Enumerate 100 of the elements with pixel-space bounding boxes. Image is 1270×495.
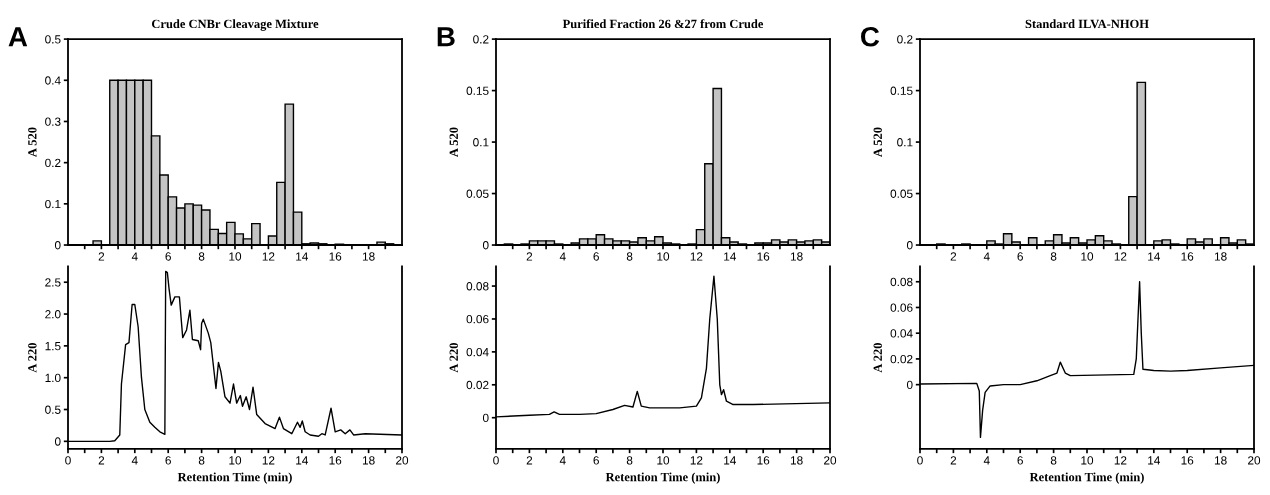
x-tick-label: 2 xyxy=(526,252,533,261)
x-tick-label: 14 xyxy=(724,456,737,465)
y-axis-title: A 520 xyxy=(449,127,458,158)
x-tick-label: 6 xyxy=(593,456,599,465)
x-tick-label: 18 xyxy=(362,252,375,261)
y-tick-label: 1.0 xyxy=(45,373,61,383)
x-tick-label: 8 xyxy=(198,252,205,261)
x-tick-label: 16 xyxy=(329,456,342,465)
y-tick-label: 0.3 xyxy=(45,117,61,126)
y-tick-label: 0.1 xyxy=(473,138,489,147)
y-tick-label: 0.5 xyxy=(45,405,61,414)
x-tick-label: 16 xyxy=(329,252,342,261)
x-tick-label: 4 xyxy=(559,252,566,261)
x-axis-title: Retention Time (min) xyxy=(605,472,720,484)
x-tick-label: 16 xyxy=(757,456,770,465)
x-tick-label: 6 xyxy=(165,252,171,261)
x-tick-label: 20 xyxy=(1248,456,1261,465)
text: B xyxy=(437,27,455,47)
y-tick-label: 0 xyxy=(482,241,489,250)
x-tick-label: 12 xyxy=(690,252,703,261)
x-tick-label: 4 xyxy=(559,456,566,465)
x-tick-label: 20 xyxy=(824,456,837,465)
y-tick-label: 0.02 xyxy=(890,354,913,364)
x-axis-title: Retention Time (min) xyxy=(1029,472,1144,484)
x-tick-label: 16 xyxy=(1181,252,1194,261)
y-axis-title: A 220 xyxy=(449,343,458,373)
x-tick-label: 8 xyxy=(626,456,633,465)
x-tick-label: 4 xyxy=(131,252,138,261)
x-tick-label: 6 xyxy=(1017,252,1023,261)
y-tick-label: 0.15 xyxy=(466,86,489,95)
x-tick-label: 10 xyxy=(657,252,670,261)
x-tick-label: 18 xyxy=(362,456,375,465)
y-axis-title: A 520 xyxy=(873,127,882,158)
y-tick-label: 0.02 xyxy=(466,380,489,390)
x-tick-label: 10 xyxy=(229,252,242,261)
y-tick-label: 0.06 xyxy=(466,315,489,324)
x-tick-label: 4 xyxy=(983,252,990,261)
y-tick-label: 0 xyxy=(482,413,489,423)
text: C xyxy=(861,26,880,47)
x-tick-label: 6 xyxy=(1017,456,1023,465)
x-tick-label: 12 xyxy=(690,456,703,465)
x-tick-label: 18 xyxy=(1214,252,1227,261)
x-tick-label: 10 xyxy=(1081,456,1094,465)
y-tick-label: 0.2 xyxy=(45,158,61,168)
y-tick-label: 0 xyxy=(54,241,61,250)
y-axis-title: A 520 xyxy=(28,127,37,158)
y-tick-label: 0 xyxy=(906,380,913,390)
x-tick-label: 0 xyxy=(917,456,923,465)
x-tick-label: 0 xyxy=(65,456,71,465)
y-tick-label: 0.05 xyxy=(890,189,913,198)
y-tick-label: 0.04 xyxy=(466,347,489,357)
chart-title: Crude CNBr Cleavage Mixture xyxy=(151,19,319,31)
x-tick-label: 12 xyxy=(1114,252,1127,261)
x-tick-label: 2 xyxy=(526,456,533,465)
y-tick-label: 0.15 xyxy=(890,86,913,95)
y-tick-label: 0.2 xyxy=(897,35,913,44)
x-tick-label: 2 xyxy=(950,456,957,465)
x-tick-label: 12 xyxy=(262,456,275,465)
y-tick-label: 0.5 xyxy=(45,35,61,44)
x-tick-label: 14 xyxy=(296,252,309,261)
x-tick-label: 20 xyxy=(396,456,409,465)
x-tick-label: 10 xyxy=(1081,252,1094,261)
x-tick-label: 14 xyxy=(1148,252,1161,261)
x-tick-label: 16 xyxy=(1181,456,1194,465)
x-tick-label: 18 xyxy=(790,252,803,261)
text: A xyxy=(8,27,28,47)
x-tick-label: 14 xyxy=(724,252,737,261)
chart-title: Purified Fraction 26 &27 from Crude xyxy=(562,19,764,29)
x-tick-label: 2 xyxy=(98,456,105,465)
x-tick-label: 4 xyxy=(983,456,990,465)
x-tick-label: 10 xyxy=(657,456,670,465)
y-tick-label: 0 xyxy=(906,241,913,250)
x-tick-label: 8 xyxy=(626,252,633,261)
x-tick-label: 18 xyxy=(790,456,803,465)
y-tick-label: 2.0 xyxy=(45,310,61,319)
x-tick-label: 10 xyxy=(229,456,242,465)
x-tick-label: 0 xyxy=(493,456,499,465)
x-tick-label: 14 xyxy=(296,456,309,465)
x-tick-label: 6 xyxy=(593,252,599,261)
x-tick-label: 4 xyxy=(131,456,138,465)
x-tick-label: 16 xyxy=(757,252,770,261)
x-tick-label: 18 xyxy=(1214,456,1227,465)
x-tick-label: 8 xyxy=(1050,456,1057,465)
y-tick-label: 0.08 xyxy=(890,277,913,287)
x-tick-label: 8 xyxy=(1050,252,1057,261)
y-axis-title: A 220 xyxy=(28,343,37,373)
y-tick-label: 0.1 xyxy=(897,138,913,147)
chart-title: Standard ILVA-NHOH xyxy=(1025,19,1149,29)
y-tick-label: 2.5 xyxy=(45,278,61,287)
x-axis-title: Retention Time (min) xyxy=(177,472,292,484)
y-tick-label: 0.1 xyxy=(45,199,61,209)
x-tick-label: 14 xyxy=(1148,456,1161,465)
y-tick-label: 0.4 xyxy=(45,76,61,85)
y-axis-title: A 220 xyxy=(873,343,882,373)
x-tick-label: 2 xyxy=(98,252,105,261)
y-tick-label: 0.04 xyxy=(890,329,913,338)
y-tick-label: 0.2 xyxy=(473,35,489,44)
x-tick-label: 2 xyxy=(950,252,957,261)
x-tick-label: 8 xyxy=(198,456,205,465)
y-tick-label: 0.08 xyxy=(466,282,489,291)
